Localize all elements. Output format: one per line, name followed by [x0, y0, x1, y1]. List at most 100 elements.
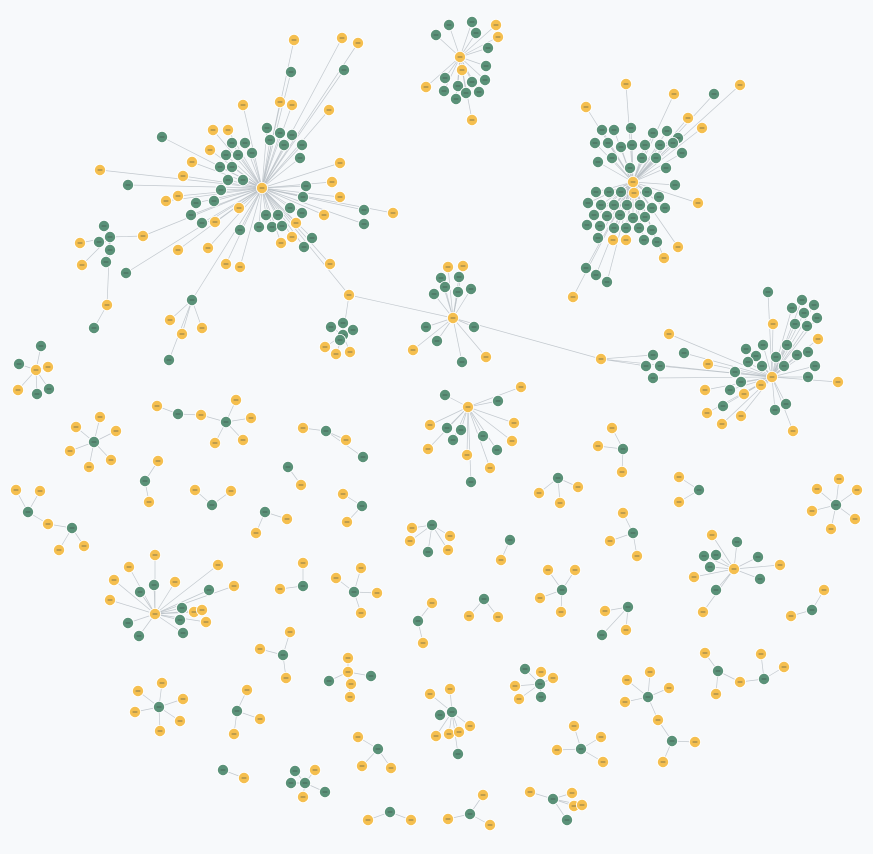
document-node[interactable] [339, 433, 352, 446]
document-node[interactable] [255, 181, 268, 194]
document-node[interactable] [224, 484, 237, 497]
document-node[interactable] [403, 535, 416, 548]
entity-node[interactable] [589, 136, 602, 149]
document-node[interactable] [551, 744, 564, 757]
document-node[interactable] [199, 616, 212, 629]
document-node[interactable] [404, 814, 417, 827]
document-node[interactable] [688, 571, 701, 584]
document-node[interactable] [233, 260, 246, 273]
document-node[interactable] [171, 243, 184, 256]
entity-node[interactable] [625, 122, 638, 135]
document-node[interactable] [755, 378, 768, 391]
entity-node[interactable] [756, 359, 769, 372]
entity-node[interactable] [479, 60, 492, 73]
entity-node[interactable] [641, 185, 654, 198]
entity-node[interactable] [295, 206, 308, 219]
entity-node[interactable] [762, 285, 775, 298]
document-node[interactable] [168, 576, 181, 589]
entity-node[interactable] [155, 130, 168, 143]
entity-node[interactable] [781, 338, 794, 351]
entity-node[interactable] [433, 709, 446, 722]
entity-node[interactable] [481, 42, 494, 55]
entity-node[interactable] [438, 280, 451, 293]
document-node[interactable] [631, 550, 644, 563]
document-node[interactable] [237, 772, 250, 785]
entity-node[interactable] [347, 586, 360, 599]
document-node[interactable] [832, 375, 845, 388]
document-node[interactable] [74, 236, 87, 249]
document-node[interactable] [580, 101, 593, 114]
entity-node[interactable] [627, 211, 640, 224]
entity-node[interactable] [796, 293, 809, 306]
document-node[interactable] [599, 605, 612, 618]
document-node[interactable] [692, 196, 705, 209]
entity-node[interactable] [383, 806, 396, 819]
entity-node[interactable] [757, 338, 770, 351]
entity-node[interactable] [465, 15, 478, 28]
entity-node[interactable] [281, 460, 294, 473]
entity-node[interactable] [277, 138, 290, 151]
document-node[interactable] [273, 583, 286, 596]
entity-node[interactable] [467, 320, 480, 333]
entity-node[interactable] [490, 443, 503, 456]
document-node[interactable] [419, 81, 432, 94]
document-node[interactable] [123, 561, 136, 574]
document-node[interactable] [606, 421, 619, 434]
entity-node[interactable] [798, 306, 811, 319]
entity-node[interactable] [296, 190, 309, 203]
entity-node[interactable] [355, 499, 368, 512]
document-node[interactable] [296, 791, 309, 804]
entity-node[interactable] [592, 231, 605, 244]
entity-node[interactable] [614, 208, 627, 221]
entity-node[interactable] [214, 183, 227, 196]
document-node[interactable] [620, 78, 633, 91]
entity-node[interactable] [464, 475, 477, 488]
document-node[interactable] [329, 572, 342, 585]
document-node[interactable] [597, 756, 610, 769]
entity-node[interactable] [472, 86, 485, 99]
document-node[interactable] [333, 190, 346, 203]
entity-node[interactable] [225, 136, 238, 149]
entity-node[interactable] [207, 194, 220, 207]
entity-node[interactable] [438, 72, 451, 85]
entity-node[interactable] [88, 435, 101, 448]
entity-node[interactable] [463, 808, 476, 821]
document-node[interactable] [342, 288, 355, 301]
entity-node[interactable] [185, 293, 198, 306]
entity-node[interactable] [602, 136, 615, 149]
document-node[interactable] [604, 535, 617, 548]
entity-node[interactable] [534, 678, 547, 691]
entity-node[interactable] [357, 203, 370, 216]
entity-node[interactable] [195, 216, 208, 229]
document-node[interactable] [280, 513, 293, 526]
entity-node[interactable] [636, 151, 649, 164]
document-node[interactable] [70, 420, 83, 433]
document-node[interactable] [682, 112, 695, 125]
entity-node[interactable] [724, 383, 737, 396]
entity-node[interactable] [43, 382, 56, 395]
document-node[interactable] [148, 549, 161, 562]
entity-node[interactable] [615, 185, 628, 198]
document-node[interactable] [384, 762, 397, 775]
document-node[interactable] [658, 251, 671, 264]
entity-node[interactable] [650, 151, 663, 164]
entity-node[interactable] [676, 146, 689, 159]
document-node[interactable] [833, 472, 846, 485]
document-node[interactable] [542, 564, 555, 577]
entity-node[interactable] [601, 209, 614, 222]
document-node[interactable] [617, 506, 630, 519]
document-node[interactable] [253, 713, 266, 726]
entity-node[interactable] [147, 579, 160, 592]
document-node[interactable] [188, 483, 201, 496]
entity-node[interactable] [640, 359, 653, 372]
document-node[interactable] [442, 728, 455, 741]
document-node[interactable] [423, 688, 436, 701]
document-node[interactable] [171, 189, 184, 202]
document-node[interactable] [340, 516, 353, 529]
document-node[interactable] [533, 486, 546, 499]
entity-node[interactable] [285, 128, 298, 141]
document-node[interactable] [343, 345, 356, 358]
document-node[interactable] [203, 143, 216, 156]
entity-node[interactable] [802, 345, 815, 358]
document-node[interactable] [567, 290, 580, 303]
